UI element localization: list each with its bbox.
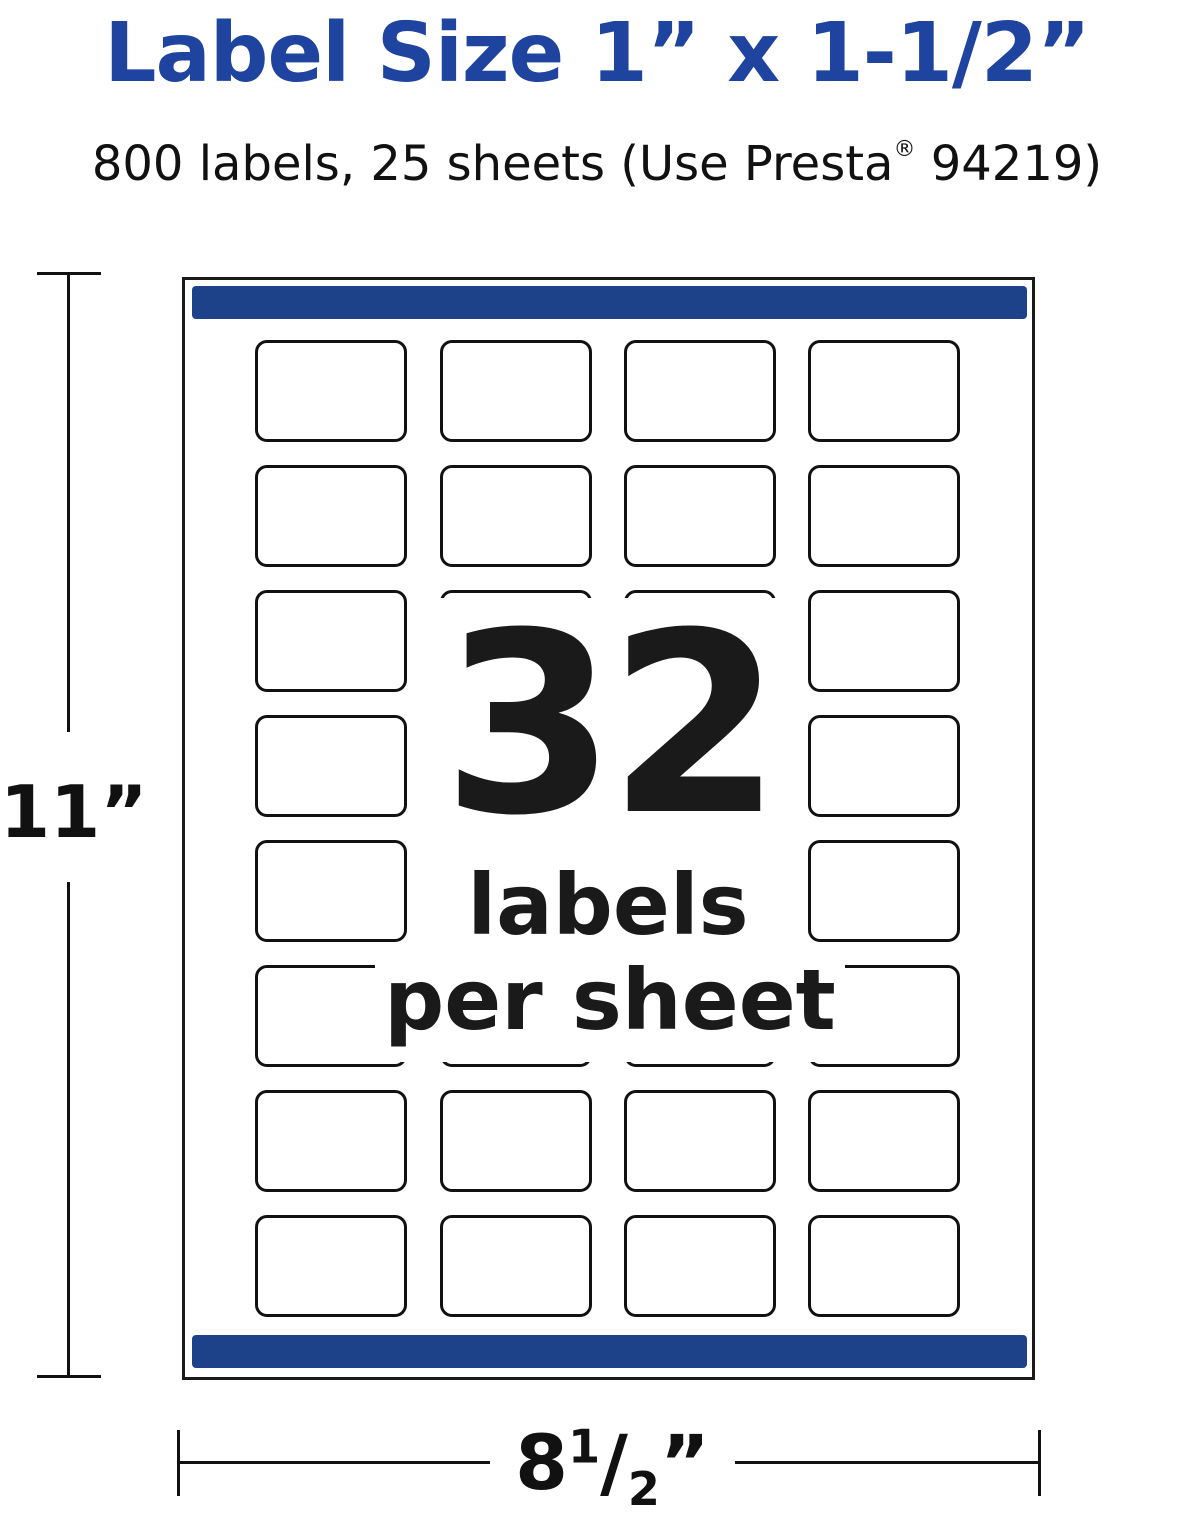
- width-whole: 8: [515, 1418, 569, 1507]
- width-dimension: 81/2”: [490, 1418, 735, 1516]
- width-slash: /: [600, 1418, 628, 1507]
- label-cell: [808, 465, 960, 567]
- per-sheet-text: per sheet: [384, 951, 836, 1049]
- label-count-unit: labels: [467, 856, 749, 954]
- top-bar: [192, 286, 1027, 319]
- label-cell: [255, 465, 407, 567]
- label-cell: [808, 715, 960, 817]
- label-count: 32: [442, 579, 782, 870]
- label-cell: [808, 1215, 960, 1317]
- label-cell: [255, 840, 407, 942]
- label-cell: [440, 340, 592, 442]
- label-cell: [624, 340, 776, 442]
- label-cell: [808, 840, 960, 942]
- page-title: Label Size 1” x 1-1/2”: [104, 6, 1091, 101]
- width-dim-line-right: [735, 1461, 1040, 1464]
- label-cell: [255, 715, 407, 817]
- count-backdrop: [440, 598, 776, 950]
- label-cell: [624, 465, 776, 567]
- subtitle-tail: 94219): [915, 136, 1103, 192]
- label-cell: [808, 340, 960, 442]
- width-denominator: 2: [627, 1462, 660, 1516]
- width-inch-mark: ”: [659, 1418, 710, 1507]
- label-cell: [624, 1090, 776, 1192]
- label-cell: [255, 1090, 407, 1192]
- label-cell: [255, 1215, 407, 1317]
- height-dimension: 11”: [0, 770, 148, 854]
- label-cell: [255, 340, 407, 442]
- label-cell: [440, 465, 592, 567]
- height-dim-line-top: [67, 272, 70, 732]
- registered-mark: ®: [893, 137, 916, 162]
- label-cell: [808, 590, 960, 692]
- width-dim-line-left: [177, 1461, 490, 1464]
- label-cell: [440, 1090, 592, 1192]
- height-dim-line-bottom: [67, 882, 70, 1377]
- label-sheet: [182, 277, 1035, 1380]
- label-cell: [624, 1215, 776, 1317]
- bottom-bar: [192, 1335, 1027, 1368]
- label-cell: [808, 1090, 960, 1192]
- width-numerator: 1: [568, 1419, 601, 1474]
- per-sheet-backdrop: [375, 962, 845, 1062]
- label-cell: [255, 590, 407, 692]
- subtitle-main: 800 labels, 25 sheets (Use Presta: [91, 136, 894, 192]
- label-cell: [440, 1215, 592, 1317]
- subtitle: 800 labels, 25 sheets (Use Presta® 94219…: [0, 136, 1194, 192]
